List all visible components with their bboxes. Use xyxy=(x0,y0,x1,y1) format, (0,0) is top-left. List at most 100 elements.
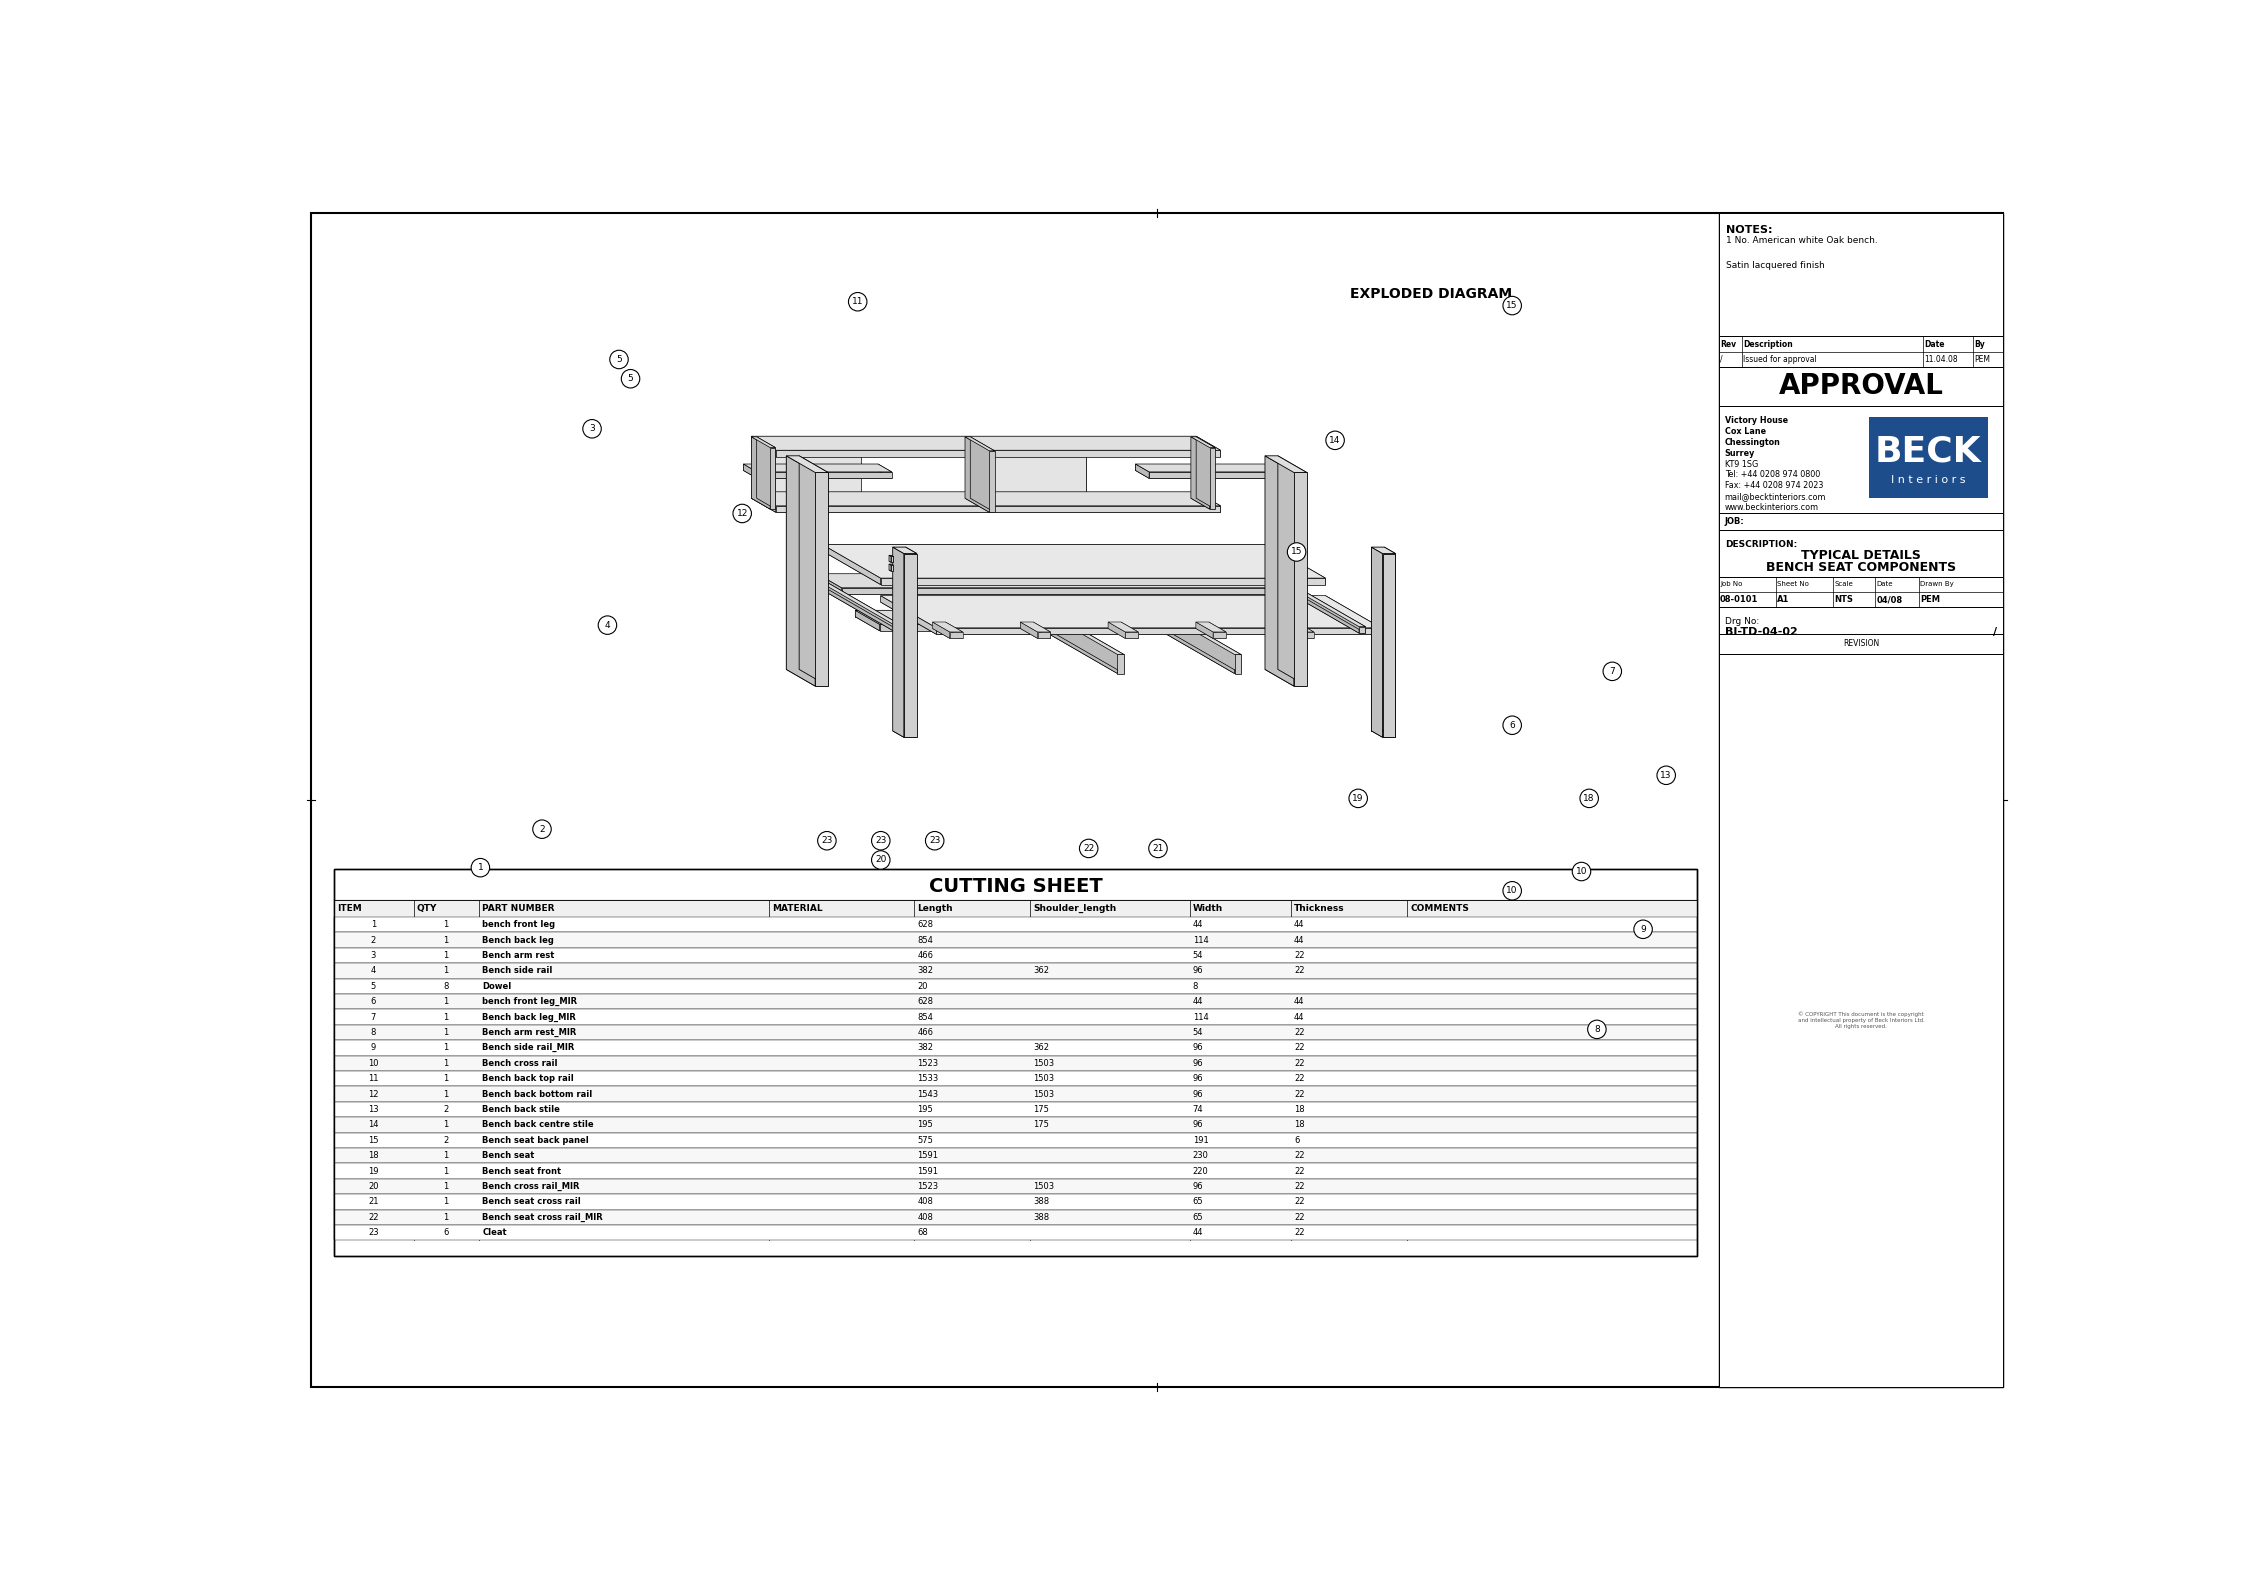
Polygon shape xyxy=(881,596,1325,602)
Text: 8: 8 xyxy=(1192,982,1199,990)
Polygon shape xyxy=(1371,546,1395,553)
Polygon shape xyxy=(1018,597,1118,673)
Polygon shape xyxy=(881,596,1382,627)
Polygon shape xyxy=(756,437,774,508)
Text: 1543: 1543 xyxy=(917,1090,939,1099)
Polygon shape xyxy=(1118,654,1124,673)
Text: 8: 8 xyxy=(370,1028,377,1038)
Polygon shape xyxy=(1018,616,1124,673)
Polygon shape xyxy=(856,610,1325,624)
Polygon shape xyxy=(1124,632,1138,638)
Text: Drg No:: Drg No: xyxy=(1725,616,1759,626)
Text: 15: 15 xyxy=(1506,301,1517,310)
Text: 96: 96 xyxy=(1192,1058,1204,1068)
Bar xyxy=(334,1009,1698,1025)
Polygon shape xyxy=(1143,597,1242,673)
Polygon shape xyxy=(1283,623,1296,629)
Text: 22: 22 xyxy=(1294,1213,1305,1221)
Text: Tel: +44 0208 974 0800: Tel: +44 0208 974 0800 xyxy=(1725,470,1820,480)
Polygon shape xyxy=(946,623,962,638)
Polygon shape xyxy=(1262,573,1287,594)
Polygon shape xyxy=(1136,464,1269,470)
Bar xyxy=(1718,367,2003,406)
Polygon shape xyxy=(1190,437,1210,508)
Polygon shape xyxy=(1278,456,1307,686)
Text: Scale: Scale xyxy=(1833,581,1854,588)
Circle shape xyxy=(598,616,616,634)
Text: bench front leg_MIR: bench front leg_MIR xyxy=(483,996,578,1006)
Text: 195: 195 xyxy=(917,1106,933,1114)
Polygon shape xyxy=(933,623,951,638)
Polygon shape xyxy=(777,450,1222,456)
Text: 44: 44 xyxy=(1294,936,1305,944)
Text: Job No: Job No xyxy=(1721,581,1743,588)
Text: 65: 65 xyxy=(1192,1213,1204,1221)
Text: REVISION: REVISION xyxy=(1843,638,1879,648)
Polygon shape xyxy=(756,472,892,478)
Polygon shape xyxy=(1197,623,1226,632)
Circle shape xyxy=(1079,840,1097,857)
Text: I n t e r i o r s: I n t e r i o r s xyxy=(1890,475,1964,485)
Polygon shape xyxy=(1283,623,1314,632)
Polygon shape xyxy=(806,573,813,580)
Polygon shape xyxy=(1036,632,1050,638)
Text: 1591: 1591 xyxy=(917,1166,937,1175)
Text: Bench seat front: Bench seat front xyxy=(483,1166,562,1175)
Polygon shape xyxy=(856,616,1325,630)
Polygon shape xyxy=(1136,597,1143,616)
Text: 854: 854 xyxy=(917,1012,933,1022)
Circle shape xyxy=(1635,920,1653,938)
Bar xyxy=(334,995,1698,1009)
Text: CUTTING SHEET: CUTTING SHEET xyxy=(928,876,1102,895)
Bar xyxy=(1718,531,2003,577)
Circle shape xyxy=(472,859,490,878)
Text: 1: 1 xyxy=(443,1012,449,1022)
Text: 04/08: 04/08 xyxy=(1876,596,1903,604)
Polygon shape xyxy=(759,444,860,493)
Bar xyxy=(334,1194,1698,1210)
Text: 23: 23 xyxy=(822,836,833,846)
Text: Bench back centre stile: Bench back centre stile xyxy=(483,1120,594,1129)
Text: 1523: 1523 xyxy=(917,1058,939,1068)
Polygon shape xyxy=(933,623,962,632)
Text: PART NUMBER: PART NUMBER xyxy=(483,904,555,912)
Polygon shape xyxy=(1136,470,1285,478)
Text: 10: 10 xyxy=(1576,866,1587,876)
Text: 1503: 1503 xyxy=(1034,1074,1054,1083)
Bar xyxy=(334,1133,1698,1148)
Polygon shape xyxy=(822,545,1325,578)
Text: 1: 1 xyxy=(443,1182,449,1191)
Polygon shape xyxy=(964,437,971,499)
Text: 96: 96 xyxy=(1192,966,1204,976)
Text: 1: 1 xyxy=(370,920,377,930)
Text: 1503: 1503 xyxy=(1034,1058,1054,1068)
Text: 18: 18 xyxy=(1294,1106,1305,1114)
Polygon shape xyxy=(752,436,1197,442)
Text: 08-0101: 08-0101 xyxy=(1721,596,1759,604)
Polygon shape xyxy=(752,491,1197,499)
Text: 44: 44 xyxy=(1192,920,1204,930)
Text: PEM: PEM xyxy=(1973,355,1989,364)
Polygon shape xyxy=(786,456,815,686)
Polygon shape xyxy=(1120,623,1138,638)
Circle shape xyxy=(610,350,628,369)
Circle shape xyxy=(583,420,601,439)
Polygon shape xyxy=(1274,573,1366,634)
Polygon shape xyxy=(817,573,842,594)
Text: 2: 2 xyxy=(443,1106,449,1114)
Text: 854: 854 xyxy=(917,936,933,944)
Polygon shape xyxy=(770,448,774,508)
Text: Bench side rail_MIR: Bench side rail_MIR xyxy=(483,1044,574,1052)
Polygon shape xyxy=(1021,623,1036,638)
Circle shape xyxy=(1504,716,1522,735)
Circle shape xyxy=(1325,431,1344,450)
Text: 2: 2 xyxy=(540,825,544,833)
Text: Thickness: Thickness xyxy=(1294,904,1346,912)
Polygon shape xyxy=(1269,464,1285,478)
Polygon shape xyxy=(743,464,756,478)
Text: 44: 44 xyxy=(1192,998,1204,1006)
Text: 21: 21 xyxy=(1152,844,1163,852)
Bar xyxy=(334,917,1698,933)
Text: 114: 114 xyxy=(1192,936,1208,944)
Bar xyxy=(334,979,1698,995)
